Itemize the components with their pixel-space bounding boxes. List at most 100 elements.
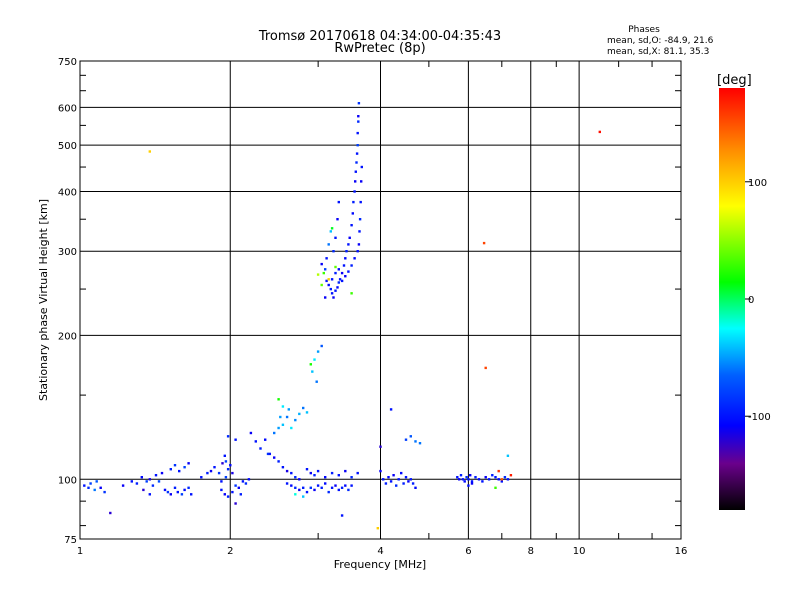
data-point — [239, 493, 242, 496]
data-point — [350, 264, 353, 267]
data-point — [487, 478, 491, 481]
data-point — [376, 527, 379, 530]
data-point — [409, 435, 412, 438]
data-point — [327, 278, 330, 281]
data-point — [290, 484, 293, 487]
data-point — [229, 464, 232, 467]
data-point — [322, 271, 325, 275]
data-point — [244, 482, 248, 485]
data-point — [325, 257, 328, 260]
data-point — [336, 286, 339, 289]
data-point — [316, 273, 320, 276]
data-point — [315, 380, 318, 383]
data-point — [241, 480, 245, 483]
data-point — [337, 474, 340, 477]
data-point — [465, 476, 468, 479]
data-point — [325, 279, 328, 283]
colorbar — [719, 88, 745, 510]
data-point — [463, 480, 466, 483]
data-point — [337, 200, 340, 204]
data-point — [334, 236, 337, 239]
data-point — [506, 478, 510, 481]
data-point — [392, 474, 395, 477]
data-point — [320, 283, 323, 287]
data-point — [387, 476, 390, 479]
data-point — [494, 486, 497, 489]
data-point — [598, 130, 601, 134]
data-point — [338, 278, 342, 281]
data-point — [87, 486, 90, 489]
data-point — [409, 478, 412, 481]
data-point — [109, 511, 112, 515]
data-point — [209, 469, 213, 473]
data-point — [414, 486, 417, 489]
data-point — [290, 426, 293, 430]
data-point — [360, 180, 363, 183]
data-point — [330, 227, 334, 230]
data-point — [359, 200, 362, 204]
data-point — [484, 366, 487, 370]
data-point — [467, 478, 470, 481]
data-point — [187, 486, 190, 489]
data-point — [456, 476, 459, 479]
data-point — [494, 476, 497, 479]
data-point — [347, 243, 350, 246]
data-point — [190, 493, 193, 496]
data-point — [357, 120, 360, 123]
data-point — [176, 490, 179, 494]
data-point — [334, 265, 337, 269]
data-point — [356, 131, 359, 135]
data-point — [221, 462, 224, 465]
data-point — [509, 474, 513, 477]
data-point — [313, 488, 316, 492]
data-point — [354, 180, 357, 183]
data-point — [206, 471, 209, 475]
data-point — [337, 268, 340, 271]
data-point — [350, 224, 353, 227]
data-point — [237, 486, 240, 489]
chart-title: Tromsø 20170618 04:34:00-04:35:43 — [258, 29, 501, 44]
data-point — [469, 474, 472, 477]
data-point — [298, 478, 301, 481]
data-point — [356, 144, 359, 147]
data-point — [360, 165, 363, 169]
colorbar-ticks: 100 0 -100 — [745, 178, 771, 423]
data-point — [142, 488, 145, 492]
data-point — [309, 486, 312, 489]
data-point — [160, 471, 164, 475]
data-point — [458, 478, 461, 481]
data-point — [330, 292, 334, 295]
data-point — [224, 460, 228, 463]
data-point — [482, 241, 486, 245]
data-point — [140, 476, 143, 479]
data-point — [379, 445, 382, 448]
data-point — [259, 447, 262, 450]
data-point — [324, 268, 327, 271]
y-ticks: 75 100 200 300 400 500 600 750 — [58, 57, 681, 546]
data-point — [173, 486, 177, 489]
data-point — [320, 486, 323, 489]
data-point — [302, 495, 305, 498]
data-point — [324, 296, 327, 299]
data-point — [93, 488, 96, 492]
data-point — [353, 190, 356, 193]
data-point — [226, 435, 230, 438]
data-point — [350, 476, 353, 479]
x-axis-label: Frequency [MHz] — [334, 558, 426, 571]
data-point — [294, 418, 297, 422]
data-point — [461, 478, 465, 481]
colorbar-tick-label: -100 — [748, 412, 771, 423]
data-point — [311, 370, 314, 373]
data-point — [316, 350, 320, 353]
data-point — [294, 493, 297, 496]
data-point — [329, 230, 332, 233]
data-point — [397, 478, 400, 481]
data-point — [290, 471, 293, 475]
data-point — [298, 488, 301, 492]
data-point — [353, 257, 356, 260]
data-point — [285, 415, 289, 419]
y-tick-label: 600 — [58, 103, 77, 114]
data-point — [223, 454, 226, 457]
y-tick-label: 100 — [58, 475, 77, 486]
data-point — [467, 484, 470, 487]
